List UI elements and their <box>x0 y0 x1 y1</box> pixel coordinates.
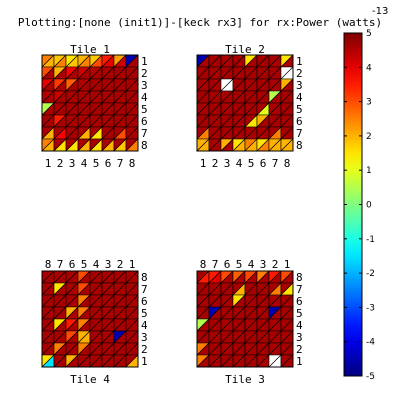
colorbar-tick-label: 2 <box>366 132 372 142</box>
row-label: 3 <box>141 331 148 344</box>
column-label: 3 <box>105 258 112 271</box>
column-label: 3 <box>260 258 267 271</box>
column-label: 7 <box>117 157 124 170</box>
tile-title: Tile 3 <box>225 373 265 386</box>
column-label: 8 <box>129 157 136 170</box>
column-label: 3 <box>69 157 76 170</box>
colorbar-tick-label: -3 <box>366 303 375 313</box>
column-label: 4 <box>81 157 88 170</box>
row-label: 7 <box>141 127 148 140</box>
column-label: 4 <box>236 157 243 170</box>
column-label: 6 <box>105 157 112 170</box>
tile-title: Tile 1 <box>70 43 110 56</box>
column-label: 2 <box>57 157 64 170</box>
row-label: 5 <box>296 307 303 320</box>
row-label: 8 <box>296 139 303 152</box>
row-label: 6 <box>141 115 148 128</box>
column-label: 4 <box>93 258 100 271</box>
column-label: 1 <box>129 258 136 271</box>
row-label: 6 <box>296 115 303 128</box>
row-label: 6 <box>296 295 303 308</box>
chart-title: Plotting:[none (init1)]-[keck rx3] for r… <box>18 16 382 29</box>
colorbar-tick-label: 5 <box>366 29 372 39</box>
column-label: 8 <box>200 258 207 271</box>
column-label: 2 <box>212 157 219 170</box>
row-label: 4 <box>296 91 303 104</box>
row-label: 1 <box>141 355 148 368</box>
colorbar-tick-label: 4 <box>366 63 372 73</box>
column-label: 5 <box>248 157 255 170</box>
tile-border <box>196 54 294 152</box>
colorbar-tick-label: -5 <box>366 372 375 382</box>
row-label: 1 <box>141 55 148 68</box>
row-label: 1 <box>296 355 303 368</box>
row-label: 4 <box>141 91 148 104</box>
row-label: 1 <box>296 55 303 68</box>
column-label: 6 <box>224 258 231 271</box>
row-label: 5 <box>296 103 303 116</box>
column-label: 1 <box>284 258 291 271</box>
row-label: 2 <box>296 343 303 356</box>
column-label: 2 <box>272 258 279 271</box>
tile-title: Tile 4 <box>70 373 110 386</box>
colorbar-tick-label: -1 <box>366 235 375 245</box>
row-label: 3 <box>141 79 148 92</box>
row-label: 3 <box>296 79 303 92</box>
column-label: 5 <box>81 258 88 271</box>
row-label: 3 <box>296 331 303 344</box>
row-label: 7 <box>296 283 303 296</box>
tile-title: Tile 2 <box>225 43 265 56</box>
column-label: 5 <box>93 157 100 170</box>
colorbar-tick-label: -4 <box>366 338 375 348</box>
row-label: 5 <box>141 103 148 116</box>
column-label: 6 <box>69 258 76 271</box>
row-label: 4 <box>141 319 148 332</box>
column-label: 7 <box>272 157 279 170</box>
column-label: 8 <box>284 157 291 170</box>
colorbar-tick-label: -2 <box>366 269 375 279</box>
colorbar-exponent: -13 <box>372 6 388 17</box>
row-label: 8 <box>141 139 148 152</box>
row-label: 4 <box>296 319 303 332</box>
tile-border <box>41 270 139 368</box>
column-label: 7 <box>212 258 219 271</box>
row-label: 6 <box>141 295 148 308</box>
colorbar-tick-label: 1 <box>366 166 372 176</box>
column-label: 6 <box>260 157 267 170</box>
colorbar-tick-label: 0 <box>366 201 372 211</box>
row-label: 5 <box>141 307 148 320</box>
column-label: 4 <box>248 258 255 271</box>
column-label: 8 <box>45 258 52 271</box>
row-label: 7 <box>141 283 148 296</box>
colorbar: 5 4 3 2 1 0 -1 -2 -3 -4 -5 -13 <box>343 6 388 382</box>
row-label: 2 <box>141 343 148 356</box>
row-label: 7 <box>296 127 303 140</box>
tile-border <box>196 270 294 368</box>
column-label: 3 <box>224 157 231 170</box>
column-label: 1 <box>45 157 52 170</box>
row-label: 8 <box>141 271 148 284</box>
tile-border <box>41 54 139 152</box>
column-label: 1 <box>200 157 207 170</box>
column-label: 2 <box>117 258 124 271</box>
colorbar-tick-label: 3 <box>366 98 372 108</box>
row-label: 8 <box>296 271 303 284</box>
row-label: 2 <box>141 67 148 80</box>
column-label: 7 <box>57 258 64 271</box>
column-label: 5 <box>236 258 243 271</box>
row-label: 2 <box>296 67 303 80</box>
